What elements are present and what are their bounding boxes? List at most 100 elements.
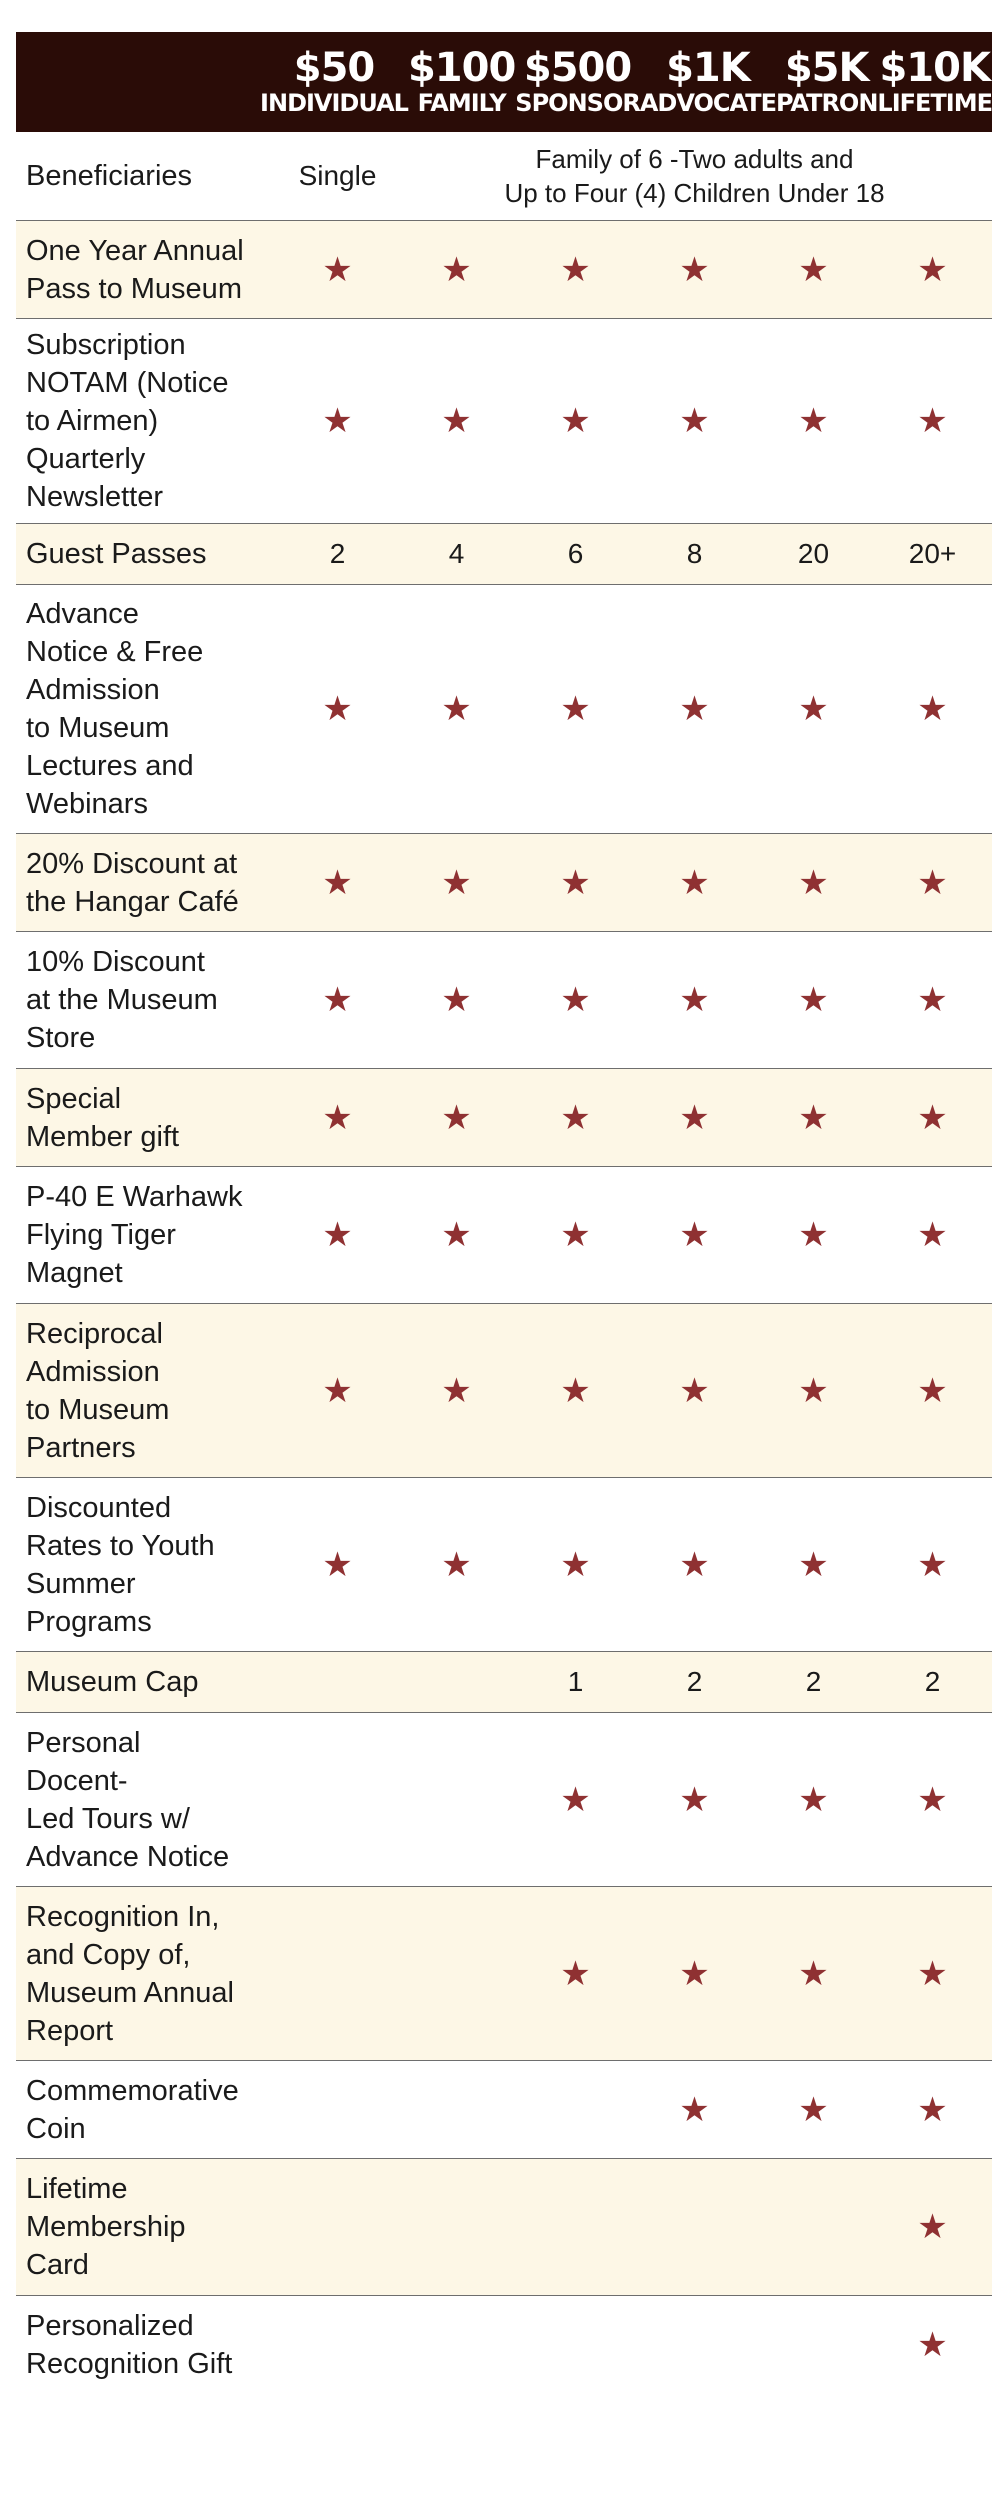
benefit-row: Advance Notice & Free Admission to Museum Le… [16, 585, 992, 834]
benefit-label-line: Special [26, 1082, 122, 1115]
benefit-label: 20% Discount at the Hangar Café [16, 834, 278, 931]
benefit-label: One Year Annual Pass to Museum [16, 221, 278, 318]
star-icon: ★ [441, 402, 472, 440]
benefit-label-line: Newsletter [26, 481, 163, 513]
included-cell: ★ [873, 1304, 992, 1477]
included-cell: ★ [635, 2061, 754, 2158]
included-cell: ★ [754, 1713, 873, 1886]
star-icon: ★ [560, 863, 591, 902]
included-cell: ★ [516, 1887, 635, 2060]
included-cell: ★ [873, 1069, 992, 1166]
star-icon: ★ [917, 1954, 948, 1993]
empty-cell [635, 2296, 754, 2394]
star-icon: ★ [679, 1216, 710, 1254]
tier-name: ADVOCATE [639, 89, 777, 117]
included-cell: ★ [873, 2159, 992, 2295]
empty-cell [397, 1887, 516, 2060]
star-icon: ★ [917, 1780, 948, 1819]
included-cell: ★ [397, 932, 516, 1068]
benefit-label-line: Guest Passes [26, 538, 207, 570]
included-cell: ★ [635, 932, 754, 1068]
star-icon: ★ [917, 2208, 948, 2246]
included-cell: ★ [635, 1069, 754, 1166]
star-icon: ★ [917, 981, 948, 1019]
benefit-label-line: Coin [26, 2112, 86, 2145]
benefit-label-line: 20% Discount at [26, 847, 238, 880]
benefit-label-line: at the Museum [26, 984, 218, 1016]
empty-cell [278, 1713, 397, 1886]
benefit-label-line: Admission [26, 674, 160, 706]
included-cell: ★ [516, 221, 635, 318]
empty-cell [516, 2296, 635, 2394]
benefit-label: Museum Cap [16, 1652, 278, 1712]
included-cell: ★ [278, 319, 397, 523]
benefit-label: Personalized Recognition Gift [16, 2296, 278, 2394]
star-icon: ★ [679, 1098, 710, 1137]
benefit-row: One Year Annual Pass to Museum ★ ★ ★ ★ ★ ★ [16, 221, 992, 319]
included-cell: ★ [397, 1304, 516, 1477]
benefit-row: P-40 E Warhawk Flying Tiger Magnet ★ ★ ★ ★ ★ ★ [16, 1167, 992, 1304]
star-icon: ★ [322, 981, 353, 1019]
star-icon: ★ [441, 250, 472, 289]
star-icon: ★ [560, 250, 591, 289]
benefit-label-line: to Airmen) [26, 405, 159, 437]
star-icon: ★ [798, 2090, 829, 2129]
included-cell: ★ [754, 1167, 873, 1303]
benefit-label-line: Lectures and [26, 750, 194, 782]
included-cell: ★ [873, 2061, 992, 2158]
included-cell: ★ [278, 932, 397, 1068]
benefit-label-line: Quarterly [26, 443, 146, 475]
benefit-label: Guest Passes [16, 524, 278, 584]
benefit-label: Recognition In, and Copy of, Museum Annual… [16, 1887, 278, 2060]
membership-benefits-table: $50 INDIVIDUAL $100 FAMILY $500 SPONSOR $1K ADV… [16, 32, 993, 2394]
benefit-label-line: to Museum [26, 1393, 170, 1426]
benefit-label-line: Rates to Youth [26, 1529, 215, 1562]
benefit-label-line: to Museum [26, 712, 170, 744]
value-cell: 4 [448, 538, 465, 569]
benefit-label: 10% Discount at the Museum Store [16, 932, 278, 1068]
included-cell: ★ [635, 1713, 754, 1886]
tier-header-advocate: $1K ADVOCATE [639, 32, 777, 132]
star-icon: ★ [679, 2090, 710, 2129]
included-cell: ★ [278, 1167, 397, 1303]
empty-cell [754, 2296, 873, 2394]
star-icon: ★ [679, 1954, 710, 1993]
benefit-label-line: Advance [26, 598, 139, 630]
included-cell: ★ [754, 2061, 873, 2158]
benefit-label-line: Notice & Free [26, 636, 204, 668]
benefit-row: Personal Docent- Led Tours w/Advance Notic… [16, 1713, 992, 1887]
star-icon: ★ [441, 1371, 472, 1410]
star-icon: ★ [798, 1371, 829, 1410]
star-icon: ★ [441, 1098, 472, 1137]
star-icon: ★ [441, 981, 472, 1019]
included-cell: ★ [873, 2296, 992, 2394]
included-cell: ★ [635, 221, 754, 318]
star-icon: ★ [560, 1216, 591, 1254]
star-icon: ★ [322, 250, 353, 289]
benefit-label-line: Personal [26, 1726, 141, 1759]
included-cell: ★ [754, 585, 873, 833]
benefit-rows: One Year Annual Pass to Museum ★ ★ ★ ★ ★ ★ Subsc… [16, 221, 992, 2394]
star-icon: ★ [917, 2090, 948, 2129]
benefit-label-line: Card [26, 2249, 89, 2281]
benefit-label: Commemorative Coin [16, 2061, 278, 2158]
star-icon: ★ [441, 863, 472, 902]
included-cell: ★ [873, 1887, 992, 2060]
benefit-row: 20% Discount at the Hangar Café ★ ★ ★ ★ ★ ★ [16, 834, 992, 932]
benefit-label-line: Advance Notice [26, 1840, 230, 1873]
benefit-row: Museum Cap 1 2 2 2 [16, 1652, 992, 1713]
included-cell: ★ [278, 1069, 397, 1166]
value-cell: 2 [686, 1666, 703, 1697]
empty-cell [397, 1652, 516, 1712]
tier-name: INDIVIDUAL [260, 89, 409, 117]
star-icon: ★ [322, 1098, 353, 1137]
benefit-label-line: Docent- [26, 1764, 128, 1797]
benefit-label-line: Museum Cap [26, 1666, 199, 1698]
included-cell: ★ [516, 1167, 635, 1303]
empty-cell [397, 1713, 516, 1886]
star-icon: ★ [322, 402, 353, 440]
star-icon: ★ [917, 863, 948, 902]
star-icon: ★ [322, 1216, 353, 1254]
included-cell: ★ [516, 1478, 635, 1651]
star-icon: ★ [917, 1098, 948, 1137]
